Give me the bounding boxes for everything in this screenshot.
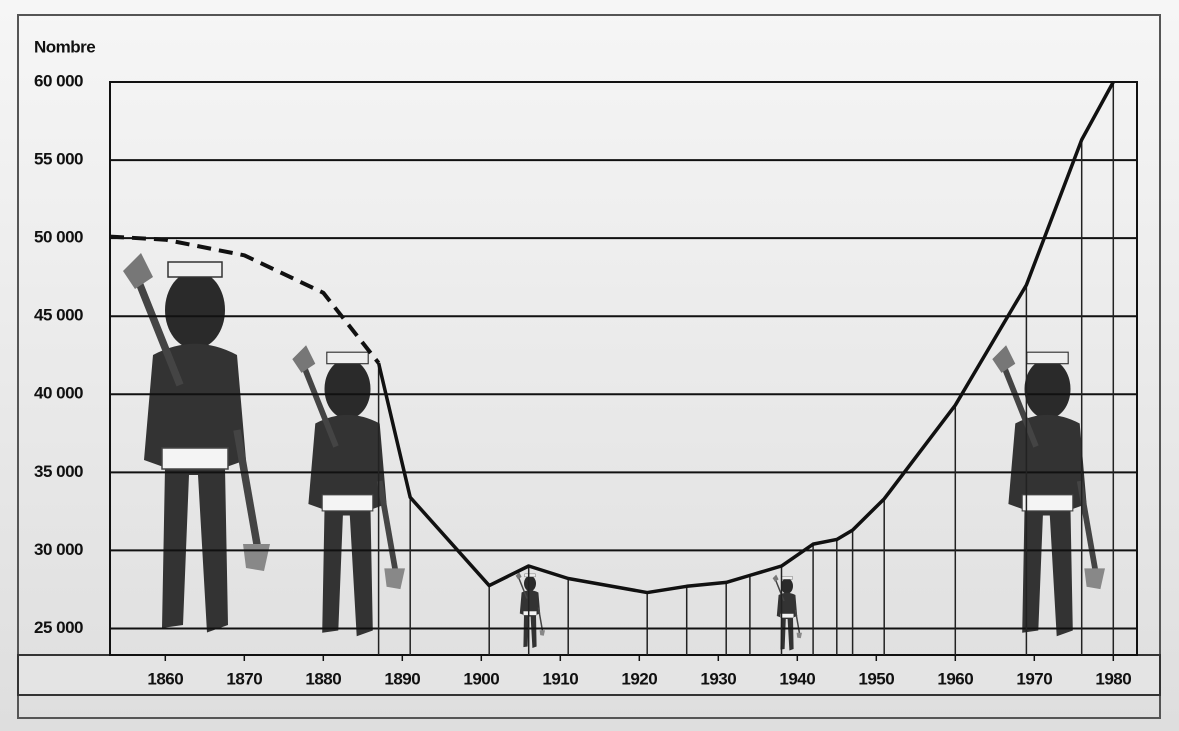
x-tick-label: 1890	[384, 669, 420, 688]
x-tick-label: 1870	[226, 669, 262, 688]
y-tick-label: 40 000	[34, 384, 83, 403]
x-tick-label: 1900	[463, 669, 499, 688]
x-axis-band	[17, 654, 1161, 696]
line-series	[109, 234, 381, 365]
y-tick-label: 60 000	[34, 71, 83, 90]
x-tick-label: 1860	[147, 669, 183, 688]
figures	[123, 253, 1105, 652]
y-tick-label: 45 000	[34, 306, 83, 325]
figure	[292, 345, 405, 636]
x-tick-label: 1940	[779, 669, 815, 688]
x-tick-label: 1950	[858, 669, 894, 688]
x-tick-label: 1960	[937, 669, 973, 688]
x-tick-label: 1930	[700, 669, 736, 688]
plot-border	[109, 81, 1138, 656]
line-series	[376, 81, 1115, 595]
y-tick-label: 25 000	[34, 618, 83, 637]
x-tick-label: 1880	[305, 669, 341, 688]
y-axis-label: Nombre	[34, 37, 95, 56]
x-tick-label: 1920	[621, 669, 657, 688]
figure	[992, 345, 1105, 636]
y-tick-label: 35 000	[34, 462, 83, 481]
x-tick-label: 1970	[1016, 669, 1052, 688]
x-tick-label: 1910	[542, 669, 578, 688]
figure	[123, 253, 270, 633]
figure	[772, 573, 802, 652]
frame	[17, 14, 1161, 719]
y-tick-label: 55 000	[34, 150, 83, 169]
figure	[515, 571, 545, 649]
y-tick-label: 50 000	[34, 228, 83, 247]
x-tick-label: 1980	[1095, 669, 1131, 688]
y-tick-label: 30 000	[34, 540, 83, 559]
